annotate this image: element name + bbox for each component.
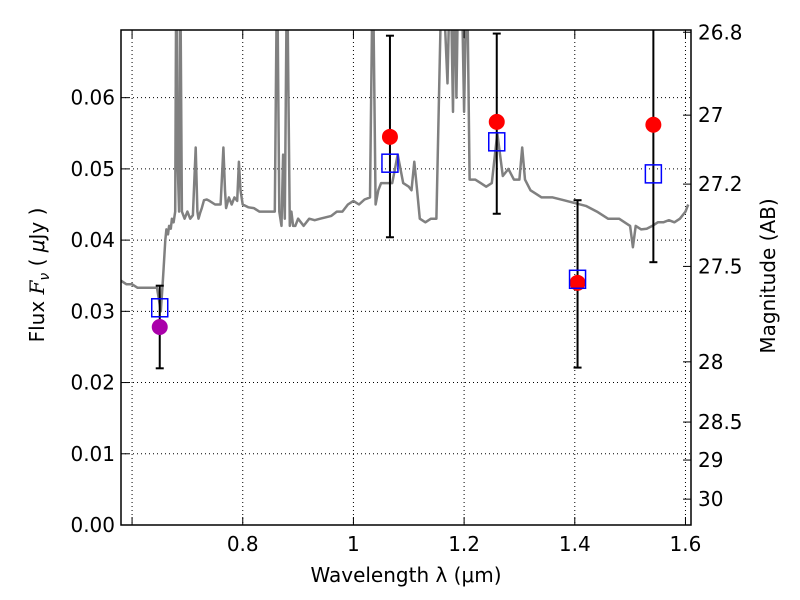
- y-tick-label-5: 0.05: [70, 157, 115, 181]
- y-tick-label-6: 0.06: [70, 86, 115, 110]
- right-tick-label-5: 28.5: [698, 410, 743, 434]
- y-axis-title-prefix: Flux: [25, 294, 49, 342]
- y-axis-title-subscript: ν: [37, 273, 53, 281]
- model-point-3: [568, 269, 587, 290]
- observed-point-0: [151, 319, 168, 335]
- y-tick-label-1: 0.01: [70, 442, 115, 466]
- right-tick-label-4: 28: [698, 350, 723, 374]
- right-tick-label-2: 27.2: [698, 172, 743, 196]
- y-axis-title-mu: μ: [25, 239, 49, 253]
- model-spectrum: [121, 30, 690, 313]
- right-tick-label-6: 29: [698, 448, 723, 472]
- right-axis-title: Magnitude (AB): [756, 198, 780, 353]
- data-markers: [150, 113, 663, 335]
- y-tick-label-0: 0.00: [70, 513, 115, 537]
- model-point-2: [488, 132, 506, 152]
- y-axis-title: Flux Fν ( μJy ): [25, 208, 53, 343]
- y-axis-title-mid: (: [25, 252, 49, 273]
- plot-frame: [120, 29, 692, 526]
- y-tick-label-4: 0.04: [70, 228, 115, 252]
- y-tick-label-2: 0.02: [70, 371, 115, 395]
- grid: [121, 30, 691, 525]
- tick-labels: 0.8 1 1.2 1.4 1.6 0.00 0.01 0.02 0.03 0.04 0.05 0.0…: [70, 20, 742, 556]
- axes: [120, 29, 692, 526]
- model-point-0: [150, 298, 169, 318]
- right-tick-label-1: 27: [698, 103, 723, 127]
- x-tick-label-5: 1.6: [670, 532, 702, 556]
- x-tick-label-1: 0.8: [227, 532, 259, 556]
- model-point-1: [381, 153, 399, 173]
- right-tick-label-3: 27.5: [698, 254, 743, 278]
- y-tick-label-3: 0.03: [70, 299, 115, 323]
- right-tick-label-7: 30: [698, 487, 723, 511]
- right-tick-label-0: 26.8: [698, 20, 743, 44]
- y-axis-title-unit: Jy ): [25, 208, 49, 242]
- model-point-4: [644, 164, 663, 184]
- observed-point-4: [645, 116, 662, 133]
- observed-point-2: [488, 113, 505, 130]
- observed-point-1: [381, 128, 398, 145]
- error-bars: [155, 30, 658, 370]
- x-tick-label-3: 1.2: [448, 532, 480, 556]
- y-axis-title-variable: F: [25, 279, 49, 295]
- x-axis-title: Wavelength λ (μm): [310, 563, 501, 587]
- x-tick-label-2: 1: [347, 532, 360, 556]
- x-tick-label-4: 1.4: [559, 532, 591, 556]
- spectrum-line: [121, 30, 690, 313]
